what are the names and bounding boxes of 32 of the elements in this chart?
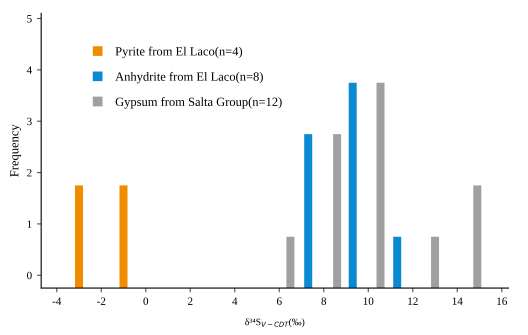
x-tick-label: 12: [408, 297, 418, 305]
bar: [431, 236, 440, 288]
x-tick-label: -4: [52, 298, 62, 305]
x-tick-label: 8: [321, 297, 326, 305]
bar: [304, 134, 312, 288]
y-tick-label: 2: [27, 169, 32, 176]
x-tick-label: 14: [452, 298, 463, 305]
bar: [376, 82, 385, 288]
bar: [348, 82, 357, 288]
bar: [120, 185, 128, 288]
bar: [473, 185, 482, 288]
legend-label: Pyrite from El Laco(n=4): [116, 46, 242, 58]
legend-label: Anhydrite from El Laco(n=8): [115, 72, 263, 84]
x-tick-label: 6: [276, 297, 282, 305]
x-tick-label: 4: [232, 298, 238, 305]
x-tick-label: -2: [97, 297, 106, 305]
bar: [75, 185, 84, 288]
x-tick-label: 10: [364, 297, 374, 305]
y-tick-label: 3: [27, 118, 32, 126]
bar: [393, 236, 402, 288]
y-tick-label: 1: [28, 220, 32, 228]
y-tick-label: 0: [27, 272, 32, 280]
x-tick-label: 0: [143, 297, 148, 305]
bar: [286, 236, 294, 288]
x-axis-title: δ³⁴S$_{V−CDT}$(‰): [245, 318, 304, 328]
x-tick-label: 2: [188, 297, 192, 305]
y-axis-title: Frequency: [10, 124, 22, 177]
bar: [333, 134, 342, 288]
legend-label: Gypsum from Salta Group(n=12): [116, 97, 282, 109]
y-tick-label: 5: [27, 15, 32, 22]
y-tick-label: 4: [26, 66, 32, 74]
x-tick-label: 16: [497, 297, 508, 305]
